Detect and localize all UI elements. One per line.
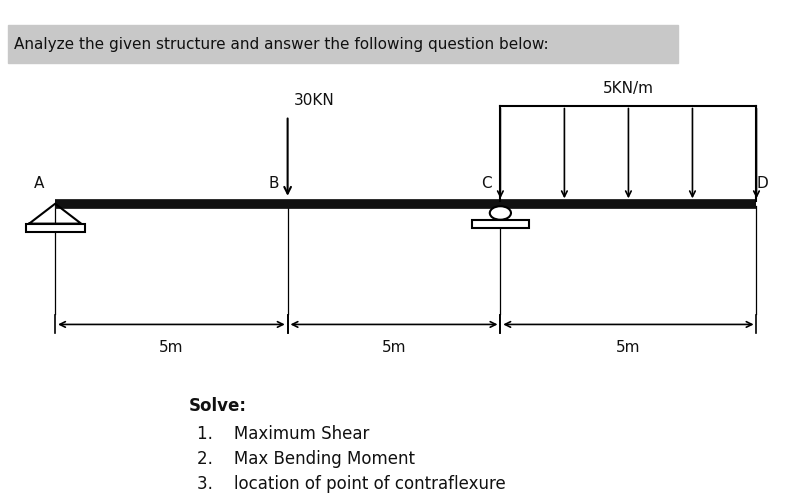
Text: A: A [34,176,45,191]
Text: 1.    Maximum Shear: 1. Maximum Shear [197,425,370,443]
Text: 5m: 5m [381,340,407,355]
Text: 5m: 5m [616,340,641,355]
Text: 2.    Max Bending Moment: 2. Max Bending Moment [197,450,415,468]
Text: D: D [757,176,768,191]
Text: 5m: 5m [159,340,184,355]
Circle shape [490,206,511,220]
Text: C: C [481,176,492,191]
Text: Solve:: Solve: [189,397,247,415]
Bar [472,220,529,228]
Text: 3.    location of point of contraflexure: 3. location of point of contraflexure [197,475,506,493]
Text: Analyze the given structure and answer the following question below:: Analyze the given structure and answer t… [14,37,548,51]
Text: B: B [268,176,279,191]
Text: 5KN/m: 5KN/m [603,80,654,96]
Bar [26,224,84,232]
Bar [8,25,678,63]
Text: 30KN: 30KN [294,93,335,108]
